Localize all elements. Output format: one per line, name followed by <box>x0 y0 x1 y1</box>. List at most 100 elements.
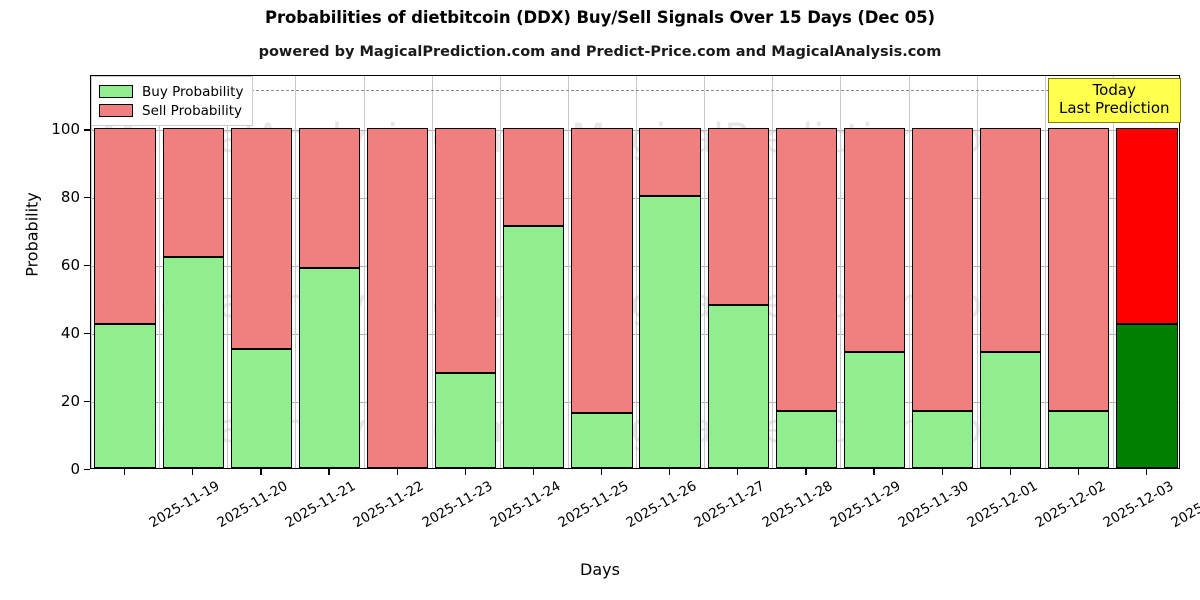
bar-group[interactable] <box>843 76 906 468</box>
y-axis-tick-label: 0 <box>70 460 80 478</box>
x-axis: 2025-11-19 2025-11-20 2025-11-21 2025-11-22… <box>0 469 1200 579</box>
bar-segment-buy[interactable] <box>298 267 361 468</box>
x-axis-tick-label: 2025-11-30 <box>895 478 972 532</box>
x-axis-tick-mark <box>532 469 534 475</box>
bar-segment-sell[interactable] <box>843 128 906 352</box>
bar-group[interactable] <box>503 76 565 468</box>
bar-group[interactable] <box>366 76 429 468</box>
bar-segment-sell[interactable] <box>503 128 565 226</box>
bar-group[interactable] <box>911 76 974 468</box>
x-axis-tick-label: 2025-11-24 <box>487 478 564 532</box>
bar-segment-sell[interactable] <box>571 128 633 413</box>
bar-group[interactable] <box>1048 76 1110 468</box>
chart-legend: Buy Probability Sell Probability <box>91 76 254 126</box>
bar-group[interactable] <box>707 76 769 468</box>
bar-segment-sell[interactable] <box>1116 128 1178 324</box>
legend-swatch-icon <box>99 104 133 117</box>
bar-group[interactable] <box>94 76 156 468</box>
gridline-x-6 <box>499 76 501 468</box>
bar-segment-buy[interactable] <box>503 225 565 468</box>
y-axis-title: Probability <box>22 192 42 277</box>
bar-segment-buy[interactable] <box>843 351 906 468</box>
x-axis-tick-label: 2025-11-19 <box>146 478 223 532</box>
x-axis-tick-mark <box>737 469 739 475</box>
x-axis-tick-mark <box>1009 469 1011 475</box>
x-axis-tick-mark <box>1145 469 1148 475</box>
bar-segment-buy[interactable] <box>94 323 156 468</box>
bar-group[interactable] <box>298 76 361 468</box>
bar-segment-sell[interactable] <box>911 128 974 412</box>
bar-group[interactable] <box>775 76 837 468</box>
x-axis-tick-label: 2025-12-03 <box>1100 478 1177 532</box>
bar-segment-buy[interactable] <box>1116 323 1178 468</box>
y-axis-tick-label: 100 <box>51 120 80 139</box>
bar-group[interactable] <box>1116 76 1178 468</box>
legend-item: Sell Probability <box>99 101 243 120</box>
bar-group[interactable] <box>639 76 701 468</box>
bar-group[interactable] <box>980 76 1042 468</box>
x-axis-tick-label: 2025-12-01 <box>964 478 1041 532</box>
bar-segment-buy[interactable] <box>775 411 837 468</box>
y-axis-tick-mark <box>84 129 90 131</box>
bar-segment-buy[interactable] <box>571 412 633 468</box>
gridline-y-40 <box>91 334 1179 336</box>
legend-swatch-icon <box>99 85 133 98</box>
bar-segment-sell[interactable] <box>775 128 837 412</box>
gridline-x-9 <box>704 76 706 468</box>
legend-item-label: Buy Probability <box>142 83 244 100</box>
gridline-y-80 <box>91 198 1179 200</box>
bar-group[interactable] <box>230 76 292 468</box>
reference-dashed-line <box>91 89 1179 91</box>
legend-item-label: Sell Probability <box>142 102 243 119</box>
today-annotation: Today Last Prediction <box>1048 78 1181 124</box>
bar-segment-sell[interactable] <box>435 128 497 373</box>
y-axis-tick-label: 40 <box>60 324 80 343</box>
bar-segment-sell[interactable] <box>366 128 429 468</box>
y-axis-tick-mark <box>84 469 90 471</box>
bar-segment-sell[interactable] <box>230 128 292 350</box>
x-axis-tick-label: 2025-11-21 <box>282 478 359 532</box>
bar-group[interactable] <box>162 76 224 468</box>
bar-segment-sell[interactable] <box>639 128 701 197</box>
bar-segment-buy[interactable] <box>639 196 701 468</box>
bar-segment-buy[interactable] <box>911 411 974 468</box>
x-axis-tick-mark <box>260 469 262 475</box>
bar-segment-sell[interactable] <box>298 128 361 268</box>
gridline-y-60 <box>91 266 1179 268</box>
gridline-x-5 <box>431 76 433 468</box>
x-axis-tick-label: 2025-11-28 <box>759 478 836 532</box>
gridline-x-2 <box>227 76 229 468</box>
x-axis-tick-mark <box>941 469 943 475</box>
x-axis-tick-label: 2025-11-23 <box>419 478 496 532</box>
gridline-x-1 <box>159 76 161 468</box>
bar-segment-sell[interactable] <box>162 128 224 258</box>
bar-segment-buy[interactable] <box>707 304 769 468</box>
bar-segment-buy[interactable] <box>435 372 497 468</box>
gridline-x-14 <box>1044 76 1046 468</box>
x-axis-tick-label: 2025-11-22 <box>350 478 427 532</box>
bar-segment-sell[interactable] <box>707 128 769 305</box>
y-axis-tick-mark <box>84 401 90 403</box>
gridline-x-11 <box>840 76 842 468</box>
x-axis-tick-label: 2025-11-27 <box>691 478 768 532</box>
legend-item: Buy Probability <box>99 82 243 101</box>
bar-segment-sell[interactable] <box>1048 128 1110 412</box>
x-axis-tick-mark <box>192 469 194 475</box>
x-axis-tick-mark <box>669 469 671 475</box>
bar-segment-buy[interactable] <box>230 349 292 468</box>
bar-group[interactable] <box>435 76 497 468</box>
gridline-x-15 <box>1112 76 1114 468</box>
gridline-y-100 <box>91 130 1179 132</box>
bar-segment-sell[interactable] <box>94 128 156 324</box>
x-axis-tick-label: 2025-11-25 <box>555 478 632 532</box>
y-axis-tick-mark <box>84 197 90 199</box>
bar-group[interactable] <box>571 76 633 468</box>
y-axis-tick-label: 80 <box>60 188 80 207</box>
bar-segment-buy[interactable] <box>162 257 224 468</box>
page-title: Probabilities of dietbitcoin (DDX) Buy/S… <box>265 8 935 27</box>
bar-segment-buy[interactable] <box>1048 411 1110 468</box>
bar-segment-buy[interactable] <box>980 351 1042 468</box>
bar-segment-sell[interactable] <box>980 128 1042 352</box>
y-axis-tick-mark <box>84 333 90 335</box>
x-axis-tick-label: 2025-11-29 <box>827 478 904 532</box>
